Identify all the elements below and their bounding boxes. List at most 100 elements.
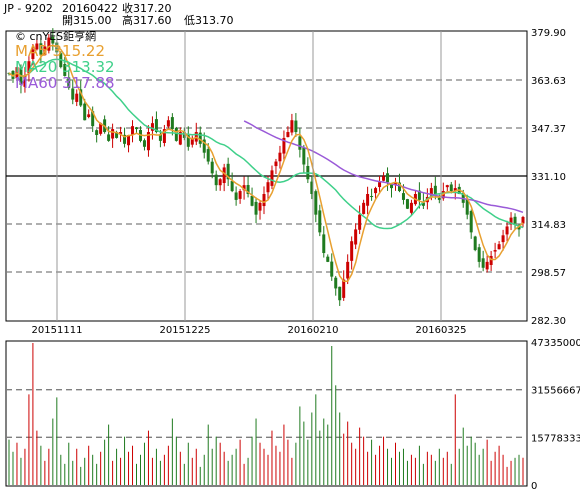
candle-body — [433, 185, 437, 194]
candle-body — [115, 132, 119, 138]
candle-body — [170, 117, 174, 130]
candle-body — [23, 75, 27, 87]
candle-body — [358, 214, 362, 230]
candle-body — [386, 173, 390, 183]
candle-body — [330, 261, 334, 277]
ticker-label: JP - 9202 — [3, 2, 53, 15]
x-tick-label: 20160325 — [416, 325, 467, 336]
candle-body — [469, 210, 473, 233]
candle-body — [282, 137, 286, 154]
candle-body — [71, 88, 75, 100]
candle-body — [501, 235, 505, 243]
candle-body — [513, 216, 517, 224]
candle-body — [453, 188, 457, 191]
candle-body — [198, 132, 202, 144]
ma20-line — [8, 58, 524, 230]
price-y-tick-label: 363.63 — [531, 76, 566, 87]
watermark: © cnYES鉅亨網 — [15, 29, 96, 43]
candle-body — [429, 188, 433, 196]
candle-body — [493, 250, 497, 252]
candle-body — [485, 261, 489, 270]
candle-body — [310, 181, 314, 194]
candle-body — [51, 36, 55, 44]
high-label: 高317.60 — [122, 13, 172, 27]
candle-body — [202, 139, 206, 153]
candle-body — [334, 277, 338, 289]
candle-body — [166, 120, 170, 127]
candle-body — [409, 202, 413, 213]
candle-body — [497, 244, 501, 250]
price-y-tick-label: 314.83 — [531, 220, 566, 231]
candle-body — [326, 256, 330, 262]
candle-body — [39, 43, 43, 56]
candle-body — [294, 120, 298, 133]
candle-body — [210, 161, 214, 174]
candle-body — [374, 188, 378, 194]
candle-body — [370, 196, 374, 198]
candle-body — [79, 89, 83, 106]
candle-body — [314, 191, 318, 215]
candle-body — [162, 129, 166, 143]
candle-body — [302, 147, 306, 165]
candle-body — [234, 192, 238, 200]
candle-body — [405, 199, 409, 209]
volume-y-tick-label: 15778333 — [531, 433, 580, 444]
candle-body — [67, 77, 71, 88]
candle-body — [350, 241, 354, 261]
candle-body — [150, 123, 154, 131]
legend-ma20: MA20 313.32 — [15, 58, 115, 76]
volume-y-tick-label: 0 — [531, 481, 537, 492]
candle-body — [119, 132, 123, 135]
candle-body — [218, 179, 222, 186]
candle-body — [366, 194, 370, 206]
candle-body — [250, 195, 254, 206]
candle-body — [362, 202, 366, 214]
candle-body — [242, 185, 246, 191]
candle-body — [322, 234, 326, 254]
candle-body — [47, 37, 51, 51]
candle-body — [437, 197, 441, 200]
candle-body — [190, 137, 194, 145]
price-y-tick-label: 331.10 — [531, 172, 566, 183]
price-y-tick-label: 282.30 — [531, 316, 566, 327]
ma5-line — [8, 44, 524, 283]
legend-ma60: MA60 317.88 — [15, 74, 115, 92]
candle-body — [417, 190, 421, 200]
candle-body — [382, 176, 386, 181]
x-tick-label: 20151225 — [160, 325, 211, 336]
candle-body — [31, 49, 35, 59]
candle-body — [258, 202, 262, 211]
candle-body — [505, 226, 509, 235]
open-label: 開315.00 — [62, 14, 112, 27]
candle-body — [111, 129, 115, 139]
candle-body — [290, 120, 294, 133]
candle-body — [63, 64, 67, 76]
candle-body — [254, 201, 258, 215]
candle-body — [226, 163, 230, 180]
candle-body — [421, 202, 425, 206]
candle-body — [230, 181, 234, 192]
candle-body — [186, 135, 190, 147]
candle-body — [390, 183, 394, 189]
candle-body — [178, 132, 182, 145]
candle-body — [521, 217, 525, 224]
candle-body — [222, 167, 226, 183]
candle-body — [445, 185, 449, 188]
candle-body — [35, 43, 39, 50]
candle-body — [27, 61, 31, 74]
candle-body — [266, 182, 270, 193]
candle-body — [481, 258, 485, 268]
candle-body — [397, 182, 401, 192]
low-label: 低313.70 — [184, 14, 234, 27]
candle-body — [83, 103, 87, 121]
candle-body — [465, 198, 469, 215]
candle-body — [142, 140, 146, 147]
candle-body — [449, 184, 453, 192]
candle-body — [99, 123, 103, 134]
candle-body — [477, 247, 481, 262]
price-y-tick-label: 379.90 — [531, 28, 566, 39]
candle-body — [270, 170, 274, 186]
candle-body — [154, 119, 158, 133]
candle-body — [509, 217, 513, 225]
candle-body — [393, 182, 397, 186]
